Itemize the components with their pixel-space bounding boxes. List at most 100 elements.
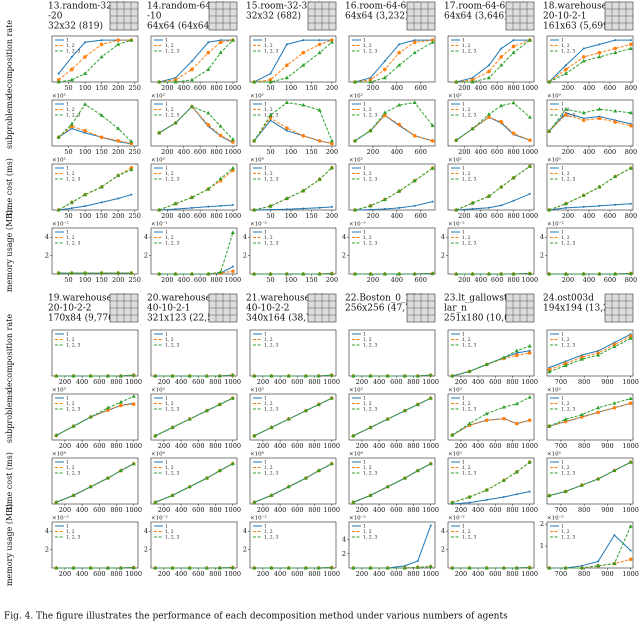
x-tick-label: 800 [507,148,519,156]
y-tick-label: 1 [540,542,544,550]
marker [431,200,434,203]
legend-label: 1, 2 [66,337,75,343]
row-label: subproblems [5,391,14,443]
legend-label: 1 [363,396,366,402]
series-line [56,463,134,503]
series-line [353,566,431,569]
scale-label: ×10⁻² [547,515,564,522]
marker [564,112,568,117]
legend-label: 1 [264,230,267,236]
x-tick-label: 1000 [522,84,539,92]
legend-label: 1, 2, 3 [66,49,80,55]
marker [484,411,489,416]
legend-label: 1, 2 [363,235,372,241]
y-tick-label: 2 [45,546,49,554]
x-tick-label: 800 [407,442,419,450]
x-tick-label: 600 [489,442,501,450]
legend-label: 1, 2 [264,43,273,49]
series-line [353,463,431,503]
marker [252,565,257,570]
marker [397,50,401,55]
series-line [253,119,333,144]
marker [613,46,617,51]
y-tick-label: 4 [45,233,49,241]
plot-frame [546,329,634,377]
marker [596,405,601,410]
marker [385,484,390,489]
x-tick-label: 200 [326,276,338,284]
marker [397,122,401,127]
marker [219,204,222,207]
marker [302,207,305,210]
marker [303,475,308,480]
marker [204,475,209,480]
plot-frame [51,227,139,275]
marker [499,184,504,189]
marker [467,421,472,425]
marker [527,271,532,275]
legend-label: 1 [66,102,69,108]
legend-label: 1, 2, 3 [363,535,377,541]
marker [628,271,633,275]
legend-label: 1 [165,332,168,338]
marker [628,557,633,562]
map-size: 64x64 (3,646) [444,11,508,22]
marker [598,204,601,207]
marker [187,565,192,570]
legend-label: 1, 2 [363,529,372,535]
x-tick-label: 800 [210,212,222,220]
marker [412,50,417,55]
marker [153,373,158,378]
marker [252,271,257,276]
series-line [549,337,631,373]
x-tick-label: 250 [128,148,140,156]
x-tick-label: 400 [583,148,595,156]
legend-label: 1, 2 [165,171,174,177]
series-line [456,39,531,83]
y-tick-label: 4 [441,233,445,241]
y-tick-label: 4 [342,233,346,241]
marker [69,200,74,204]
legend-label: 1, 2 [561,401,570,407]
series-line [353,374,431,377]
legend-label: 1, 2, 3 [165,471,179,477]
marker [563,107,568,111]
series-line [353,397,431,437]
series-line [548,39,631,83]
x-tick-label: 200 [161,148,173,156]
y-tick-label: 4 [342,536,346,544]
legend-label: 1 [462,524,465,530]
marker [218,176,223,181]
marker [268,79,273,84]
legend-label: 1, 2 [462,529,471,535]
marker [131,394,136,398]
x-tick-label: 400 [472,442,484,450]
series-line [253,117,333,144]
legend-label: 1, 2, 3 [264,471,278,477]
marker [187,416,192,421]
marker [285,63,289,68]
x-tick-label: 200 [562,276,574,284]
marker [528,138,532,143]
marker [486,75,491,80]
legend-label: 1, 2, 3 [462,177,476,183]
plot-frame [447,329,535,377]
scale-label: ×10⁻² [52,515,69,522]
legend-label: 1 [66,230,69,236]
marker [499,271,504,276]
marker [301,102,306,107]
legend-label: 1, 2 [264,465,273,471]
marker [317,177,322,181]
scale-label: ×10⁻² [448,515,465,522]
x-tick-label: 200 [257,442,269,450]
series-line [354,39,433,83]
marker [385,373,390,378]
legend-label: 1 [363,102,366,108]
marker [486,112,491,116]
marker [428,461,433,466]
legend-label: 1, 2 [165,337,174,343]
marker [581,118,586,123]
marker [467,494,472,499]
map-name: 13.random-32-32 [48,2,126,12]
marker [231,140,235,144]
